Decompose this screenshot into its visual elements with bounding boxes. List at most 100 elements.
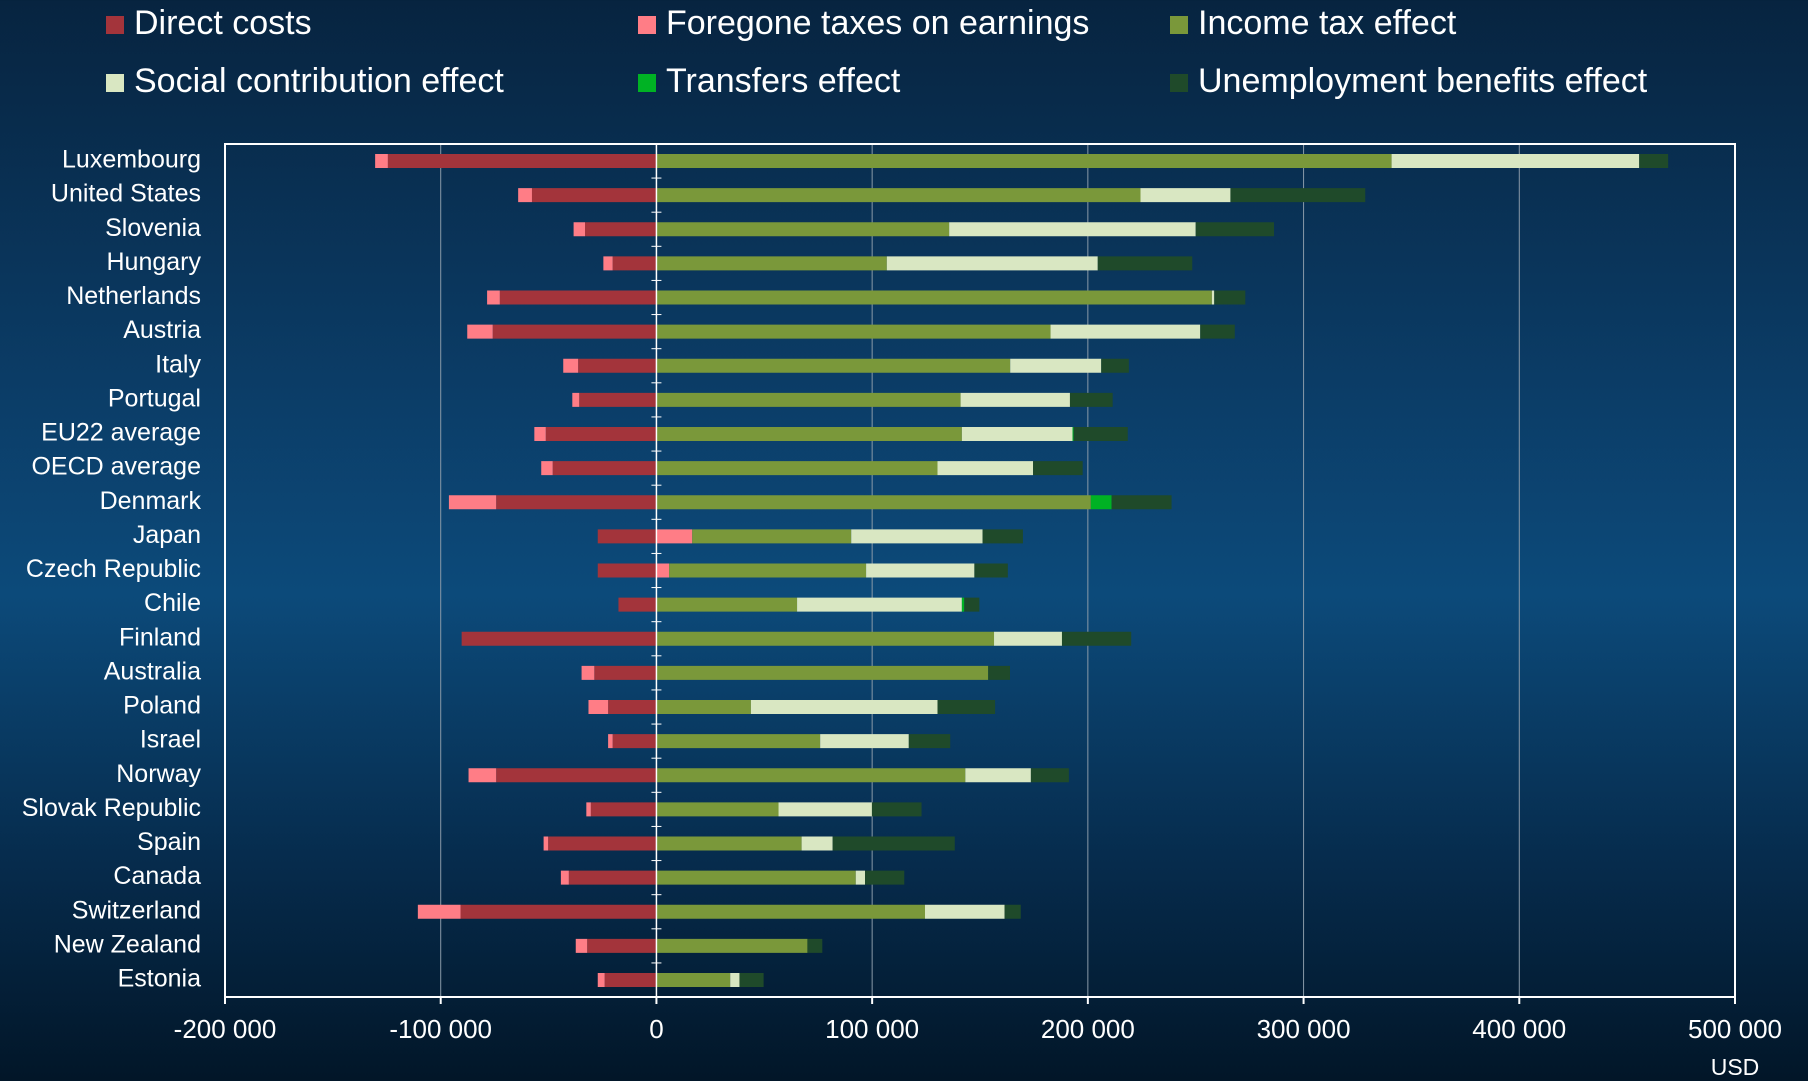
bar-segment xyxy=(573,222,586,237)
bar-segment xyxy=(988,665,1010,680)
bar-segment xyxy=(656,188,1141,203)
bar-segment xyxy=(545,427,657,441)
bar-segment xyxy=(656,461,938,476)
bar-segment xyxy=(656,324,1051,339)
y-tick-label: Luxembourg xyxy=(62,146,201,174)
y-tick-label: New Zealand xyxy=(54,930,201,958)
bar-segment xyxy=(1069,392,1113,407)
bar-segment xyxy=(669,563,867,578)
bar-segment xyxy=(548,836,657,851)
legend-swatch xyxy=(1170,74,1188,92)
bar-segment xyxy=(730,973,740,987)
bar-segment xyxy=(448,495,497,510)
bar-segment xyxy=(585,222,657,237)
y-tick-label: United States xyxy=(51,180,201,208)
x-tick-label: 100 000 xyxy=(825,1014,919,1044)
y-tick-label: Italy xyxy=(155,350,201,378)
y-tick-label: Finland xyxy=(119,623,201,651)
bar-segment xyxy=(572,392,580,407)
bar-segment xyxy=(656,597,798,612)
bar-segment xyxy=(468,768,497,783)
bar-segment xyxy=(1101,358,1129,373)
bar-segment xyxy=(1200,324,1235,339)
bar-segment xyxy=(597,563,657,578)
bar-segment xyxy=(1033,461,1083,476)
y-tick-label: Spain xyxy=(137,828,201,856)
bar-segment xyxy=(560,870,569,885)
bar-segment xyxy=(1214,290,1246,305)
x-tick-label: 200 000 xyxy=(1041,1014,1135,1044)
bar-segment xyxy=(496,495,657,510)
legend-label: Foregone taxes on earnings xyxy=(666,4,1089,42)
bar-segment xyxy=(612,734,657,749)
bar-segment xyxy=(1072,427,1074,441)
y-tick-label: Austria xyxy=(123,316,201,344)
legend-label: Direct costs xyxy=(134,4,312,42)
bar-segment xyxy=(563,358,579,373)
bar-segment xyxy=(417,904,461,919)
legend-label: Social contribution effect xyxy=(134,62,504,100)
y-tick-label: Denmark xyxy=(100,487,202,515)
bar-segment xyxy=(1061,631,1132,646)
bar-segment xyxy=(594,665,657,680)
bar-segment xyxy=(518,188,532,203)
bar-segment xyxy=(832,836,955,851)
bar-segment xyxy=(578,358,657,373)
bar-segment xyxy=(1140,188,1231,203)
bar-segment xyxy=(603,256,613,271)
bar-segment xyxy=(387,154,657,168)
bar-segment xyxy=(604,973,657,987)
bar-segment xyxy=(597,529,657,544)
x-tick-label: 400 000 xyxy=(1472,1014,1566,1044)
bar-segment xyxy=(1030,768,1069,783)
bar-segment xyxy=(656,904,925,919)
bar-segment xyxy=(612,256,657,271)
bar-segment xyxy=(886,256,1098,271)
bar-segment xyxy=(608,734,613,749)
bar-segment xyxy=(656,700,751,714)
legend-label: Transfers effect xyxy=(666,62,901,100)
bar-segment xyxy=(1090,495,1112,510)
bar-segment xyxy=(656,768,966,783)
bar-segment xyxy=(375,154,388,168)
x-tick-label: -100 000 xyxy=(389,1014,492,1044)
bar-segment xyxy=(656,836,802,851)
bar-segment xyxy=(656,734,821,749)
y-tick-label: Poland xyxy=(123,692,201,720)
bar-segment xyxy=(492,324,657,339)
x-tick-label: 300 000 xyxy=(1257,1014,1351,1044)
bar-segment xyxy=(656,427,962,441)
bar-segment xyxy=(552,461,657,476)
bar-segment xyxy=(534,427,546,441)
bar-segment xyxy=(656,529,693,544)
bar-segment xyxy=(961,427,1073,441)
bar-segment xyxy=(807,938,823,953)
bar-segment xyxy=(924,904,1005,919)
y-tick-label: Estonia xyxy=(118,965,201,993)
bar-segment xyxy=(656,973,731,987)
legend-swatch xyxy=(106,16,124,34)
y-tick-label: Norway xyxy=(116,760,201,788)
bar-segment xyxy=(994,631,1062,646)
bar-segment xyxy=(1050,324,1201,339)
bar-segment xyxy=(937,461,1034,476)
bar-segment xyxy=(461,631,657,646)
bar-segment xyxy=(801,836,833,851)
y-tick-label: Switzerland xyxy=(72,896,201,924)
bar-segment xyxy=(581,665,595,680)
bar-segment xyxy=(937,700,996,714)
bar-segment xyxy=(656,256,887,271)
bar-segment xyxy=(587,938,657,953)
bar-segment xyxy=(656,154,1392,168)
bar-segment xyxy=(965,768,1031,783)
bar-segment xyxy=(597,973,605,987)
bar-segment xyxy=(797,597,962,612)
bar-segment xyxy=(1073,427,1128,441)
legend-swatch xyxy=(638,74,656,92)
bar-segment xyxy=(908,734,951,749)
bar-segment xyxy=(656,802,779,817)
bar-segment xyxy=(778,802,872,817)
bar-segment xyxy=(851,529,983,544)
bar-segment xyxy=(499,290,657,305)
bar-segment xyxy=(656,392,961,407)
